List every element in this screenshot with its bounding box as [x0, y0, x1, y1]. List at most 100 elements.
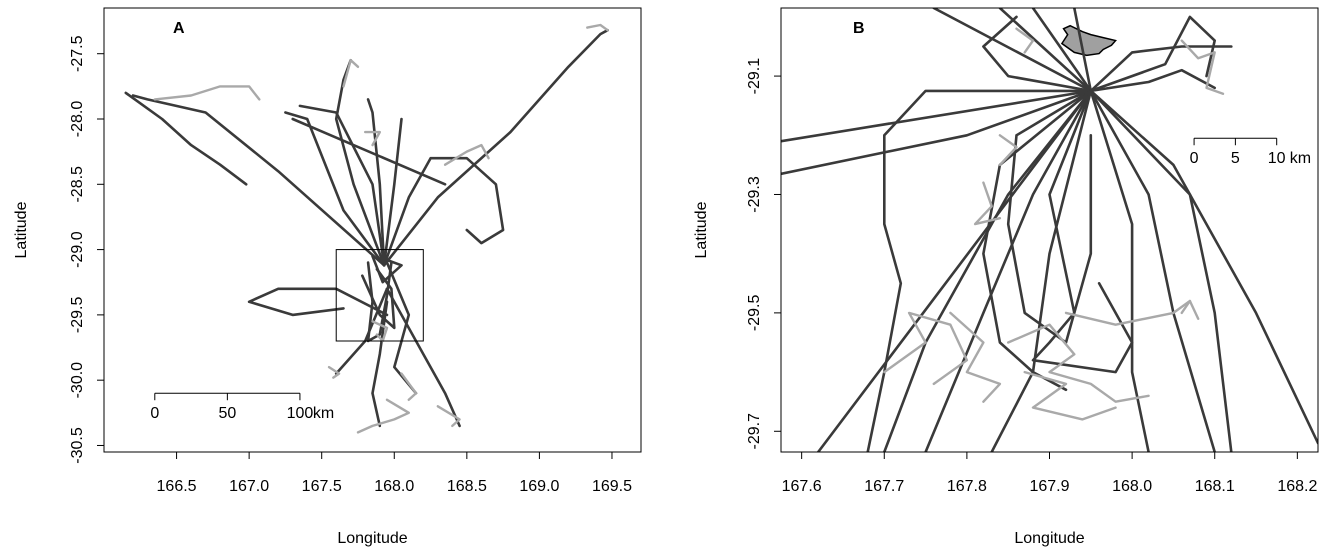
- panel-a-track-7: [342, 59, 360, 88]
- panel-b-y-tick-label: -29.5: [746, 295, 763, 332]
- panel-a-track-8: [366, 98, 386, 267]
- panel-a-scale-tick-label: 100: [287, 405, 314, 422]
- panel-b-track-6: [816, 89, 1093, 452]
- panel-b-track-29: [998, 134, 1018, 167]
- panel-b-track-14: [1073, 8, 1093, 93]
- panel-a: 166.5 167.0 167.5 168.0 168.5 169.0 169.5 -27.5…: [13, 7, 642, 547]
- panel-b-x-axis-label: Longitude: [1014, 530, 1084, 547]
- panel-a-track-0: [382, 28, 609, 267]
- panel-a-track-12: [443, 143, 490, 166]
- panel-a-label: A: [173, 20, 185, 37]
- panel-b-scale-tick-label: 5: [1231, 150, 1240, 167]
- panel-b-x-tick-label: 167.8: [947, 478, 987, 495]
- panel-b-x-tick-label: 168.0: [1112, 478, 1152, 495]
- panel-b-y-tick-label: -29.3: [746, 176, 763, 213]
- panel-b-track-19: [1006, 89, 1093, 344]
- panel-b-track-8: [1089, 89, 1150, 452]
- panel-b-track-30: [1180, 39, 1225, 96]
- panel-a-track-27: [371, 254, 403, 284]
- panel-b-track-4: [924, 89, 1093, 452]
- panel-a-frame: [103, 7, 642, 453]
- panel-b-y-tick-label: -29.7: [746, 413, 763, 450]
- panel-a-y-tick-label: -27.5: [69, 35, 86, 72]
- panel-b-track-10: [1089, 89, 1233, 452]
- panel-b-track-15: [1089, 45, 1233, 93]
- panel-b-island: [1060, 24, 1117, 57]
- panel-b-track-1: [781, 89, 1093, 176]
- panel-b-track-18: [982, 15, 1093, 93]
- panel-a-track-18: [385, 287, 461, 428]
- panel-a-track-17: [356, 398, 410, 434]
- panel-a-track-15: [247, 287, 389, 317]
- panel-b-frame: [780, 7, 1319, 453]
- panel-a-inset-box: [335, 249, 424, 342]
- panel-a-track-21: [327, 365, 341, 379]
- panel-a-x-tick-label: 167.5: [302, 478, 342, 495]
- panel-a-y-tick-label: -29.5: [69, 297, 86, 334]
- panel-b-label: B: [853, 20, 865, 37]
- panel-a-scale-tick-label: 50: [218, 405, 236, 422]
- panel-b-track-5: [990, 89, 1093, 452]
- panel-b-x-tick-label: 167.7: [864, 478, 904, 495]
- panel-b-track-22: [883, 311, 969, 386]
- panel-a-track-19: [436, 405, 461, 428]
- panel-a-y-tick-label: -28.0: [69, 101, 86, 138]
- panel-b-track-0: [781, 89, 1093, 143]
- panel-b-x-tick-label: 167.9: [1029, 478, 1069, 495]
- panel-a-track-26: [371, 320, 389, 343]
- panel-a-y-tick-label: -29.0: [69, 231, 86, 268]
- panel-a-track-9: [298, 104, 386, 267]
- panel-a-x-tick-label: 168.5: [447, 478, 487, 495]
- panel-a-x-tick-label: 169.5: [592, 478, 632, 495]
- panel-a-plot-area: [124, 23, 609, 434]
- panel-a-x-tick-label: 166.5: [157, 478, 197, 495]
- panel-a-track-16: [371, 300, 389, 428]
- panel-a-scale-unit: km: [313, 405, 334, 422]
- panel-b-track-17: [1089, 68, 1216, 93]
- panel-a-x-tick-label: 167.0: [229, 478, 269, 495]
- panel-b-track-20: [1031, 89, 1134, 374]
- panel-b-track-9: [1089, 89, 1318, 445]
- panel-a-track-2: [131, 94, 386, 267]
- panel-a-y-tick-label: -30.5: [69, 427, 86, 464]
- panel-a-track-13: [291, 117, 447, 186]
- panel-b-track-27: [1180, 299, 1200, 320]
- panel-b-track-23: [949, 311, 1002, 403]
- panel-a-x-tick-label: 168.0: [374, 478, 414, 495]
- panel-a-x-tick-label: 169.0: [519, 478, 559, 495]
- panel-a-x-axis-label: Longitude: [337, 530, 407, 547]
- panel-b-track-12: [998, 8, 1093, 93]
- panel-b-track-26: [1064, 299, 1192, 326]
- panel-b-track-31: [1015, 27, 1035, 54]
- panel-a-track-14: [364, 130, 381, 147]
- panel-a-track-5: [284, 111, 386, 267]
- panel-a-track-10: [382, 117, 403, 267]
- panel-b-plot-area: [781, 8, 1318, 452]
- panel-a-y-tick-label: -28.5: [69, 166, 86, 203]
- panel-b-track-11: [932, 8, 1093, 93]
- panel-a-scale-tick-label: 0: [150, 405, 159, 422]
- panel-a-y-axis-label: Latitude: [13, 201, 30, 258]
- panel-a-track-4: [124, 91, 248, 186]
- panel-b-scale-unit: km: [1290, 150, 1311, 167]
- panel-b-x-tick-label: 168.2: [1277, 478, 1317, 495]
- panel-a-scale-bar: 0 50 100 km: [150, 392, 334, 422]
- panel-b-track-2: [866, 89, 1093, 452]
- panel-a-y-tick-label: -30.0: [69, 362, 86, 399]
- panel-b-y-axis-label: Latitude: [693, 201, 710, 258]
- panel-b-scale-tick-label: 0: [1190, 150, 1199, 167]
- panel-b-track-25: [1023, 370, 1117, 421]
- panel-b-scale-tick-label: 10: [1268, 150, 1286, 167]
- panel-b-y-tick-label: -29.1: [746, 58, 763, 95]
- panel-a-track-1: [586, 23, 609, 32]
- panel-b-track-7: [1089, 89, 1216, 452]
- panel-b-track-13: [1031, 8, 1093, 93]
- panel-b: 167.6 167.7 167.8 167.9 168.0 168.1 168.2 -29.1…: [693, 7, 1319, 547]
- panel-b-x-tick-label: 168.1: [1195, 478, 1235, 495]
- panel-b-track-3: [882, 89, 1093, 452]
- panel-a-track-11: [382, 156, 505, 267]
- panel-b-x-tick-label: 167.6: [782, 478, 822, 495]
- panel-a-track-25: [360, 267, 396, 330]
- panel-a-track-23: [400, 372, 418, 401]
